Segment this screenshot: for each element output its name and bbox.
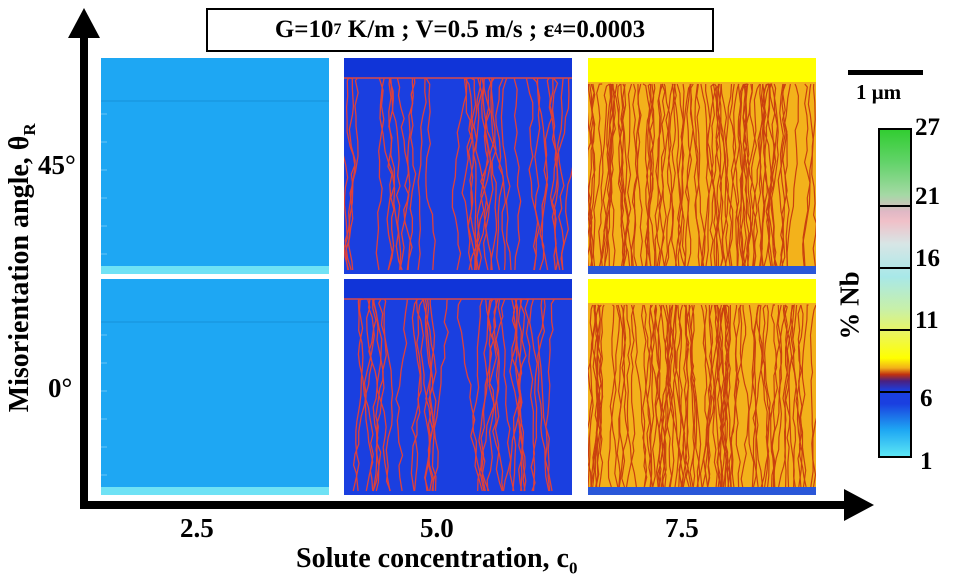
colorbar-tick-11	[878, 329, 912, 331]
colorbar-label-1: 1	[920, 448, 933, 475]
scale-bar-label: 1 μm	[856, 80, 902, 104]
y-axis-label: Misorientation angle, θR	[4, 123, 39, 413]
y-axis-arrowhead	[68, 8, 100, 38]
colorbar-tick-6	[878, 391, 912, 393]
scale-bar	[848, 70, 923, 75]
figure-title: G=10 7 K/m ; V=0.5 m/s ; ε 4 =0.0003	[206, 8, 714, 52]
colorbar-tick-21	[878, 205, 912, 207]
x-tick-5.0: 5.0	[420, 513, 454, 543]
x-axis-label: Solute concentration, c0	[296, 543, 578, 578]
colorbar-tick-16	[878, 267, 912, 269]
colorbar	[878, 128, 912, 458]
panel-45-c2.5	[101, 58, 329, 274]
colorbar-label-21: 21	[915, 183, 940, 210]
x-tick-7.5: 7.5	[665, 513, 699, 543]
colorbar-label-11: 11	[915, 307, 939, 334]
panel-45-c5.0	[344, 58, 572, 274]
colorbar-label-16: 16	[915, 245, 940, 272]
panel-0-c7.5	[588, 279, 816, 495]
panel-0-c5.0	[344, 279, 572, 495]
panel-45-c7.5	[588, 58, 816, 274]
x-tick-2.5: 2.5	[180, 513, 214, 543]
x-axis-arrowhead	[844, 489, 874, 521]
colorbar-title: % Nb	[834, 271, 865, 340]
colorbar-label-27: 27	[915, 114, 940, 141]
panel-0-c2.5	[101, 279, 329, 495]
y-tick-45: 45°	[38, 150, 76, 180]
y-tick-0: 0°	[48, 373, 73, 403]
colorbar-label-6: 6	[920, 385, 933, 412]
